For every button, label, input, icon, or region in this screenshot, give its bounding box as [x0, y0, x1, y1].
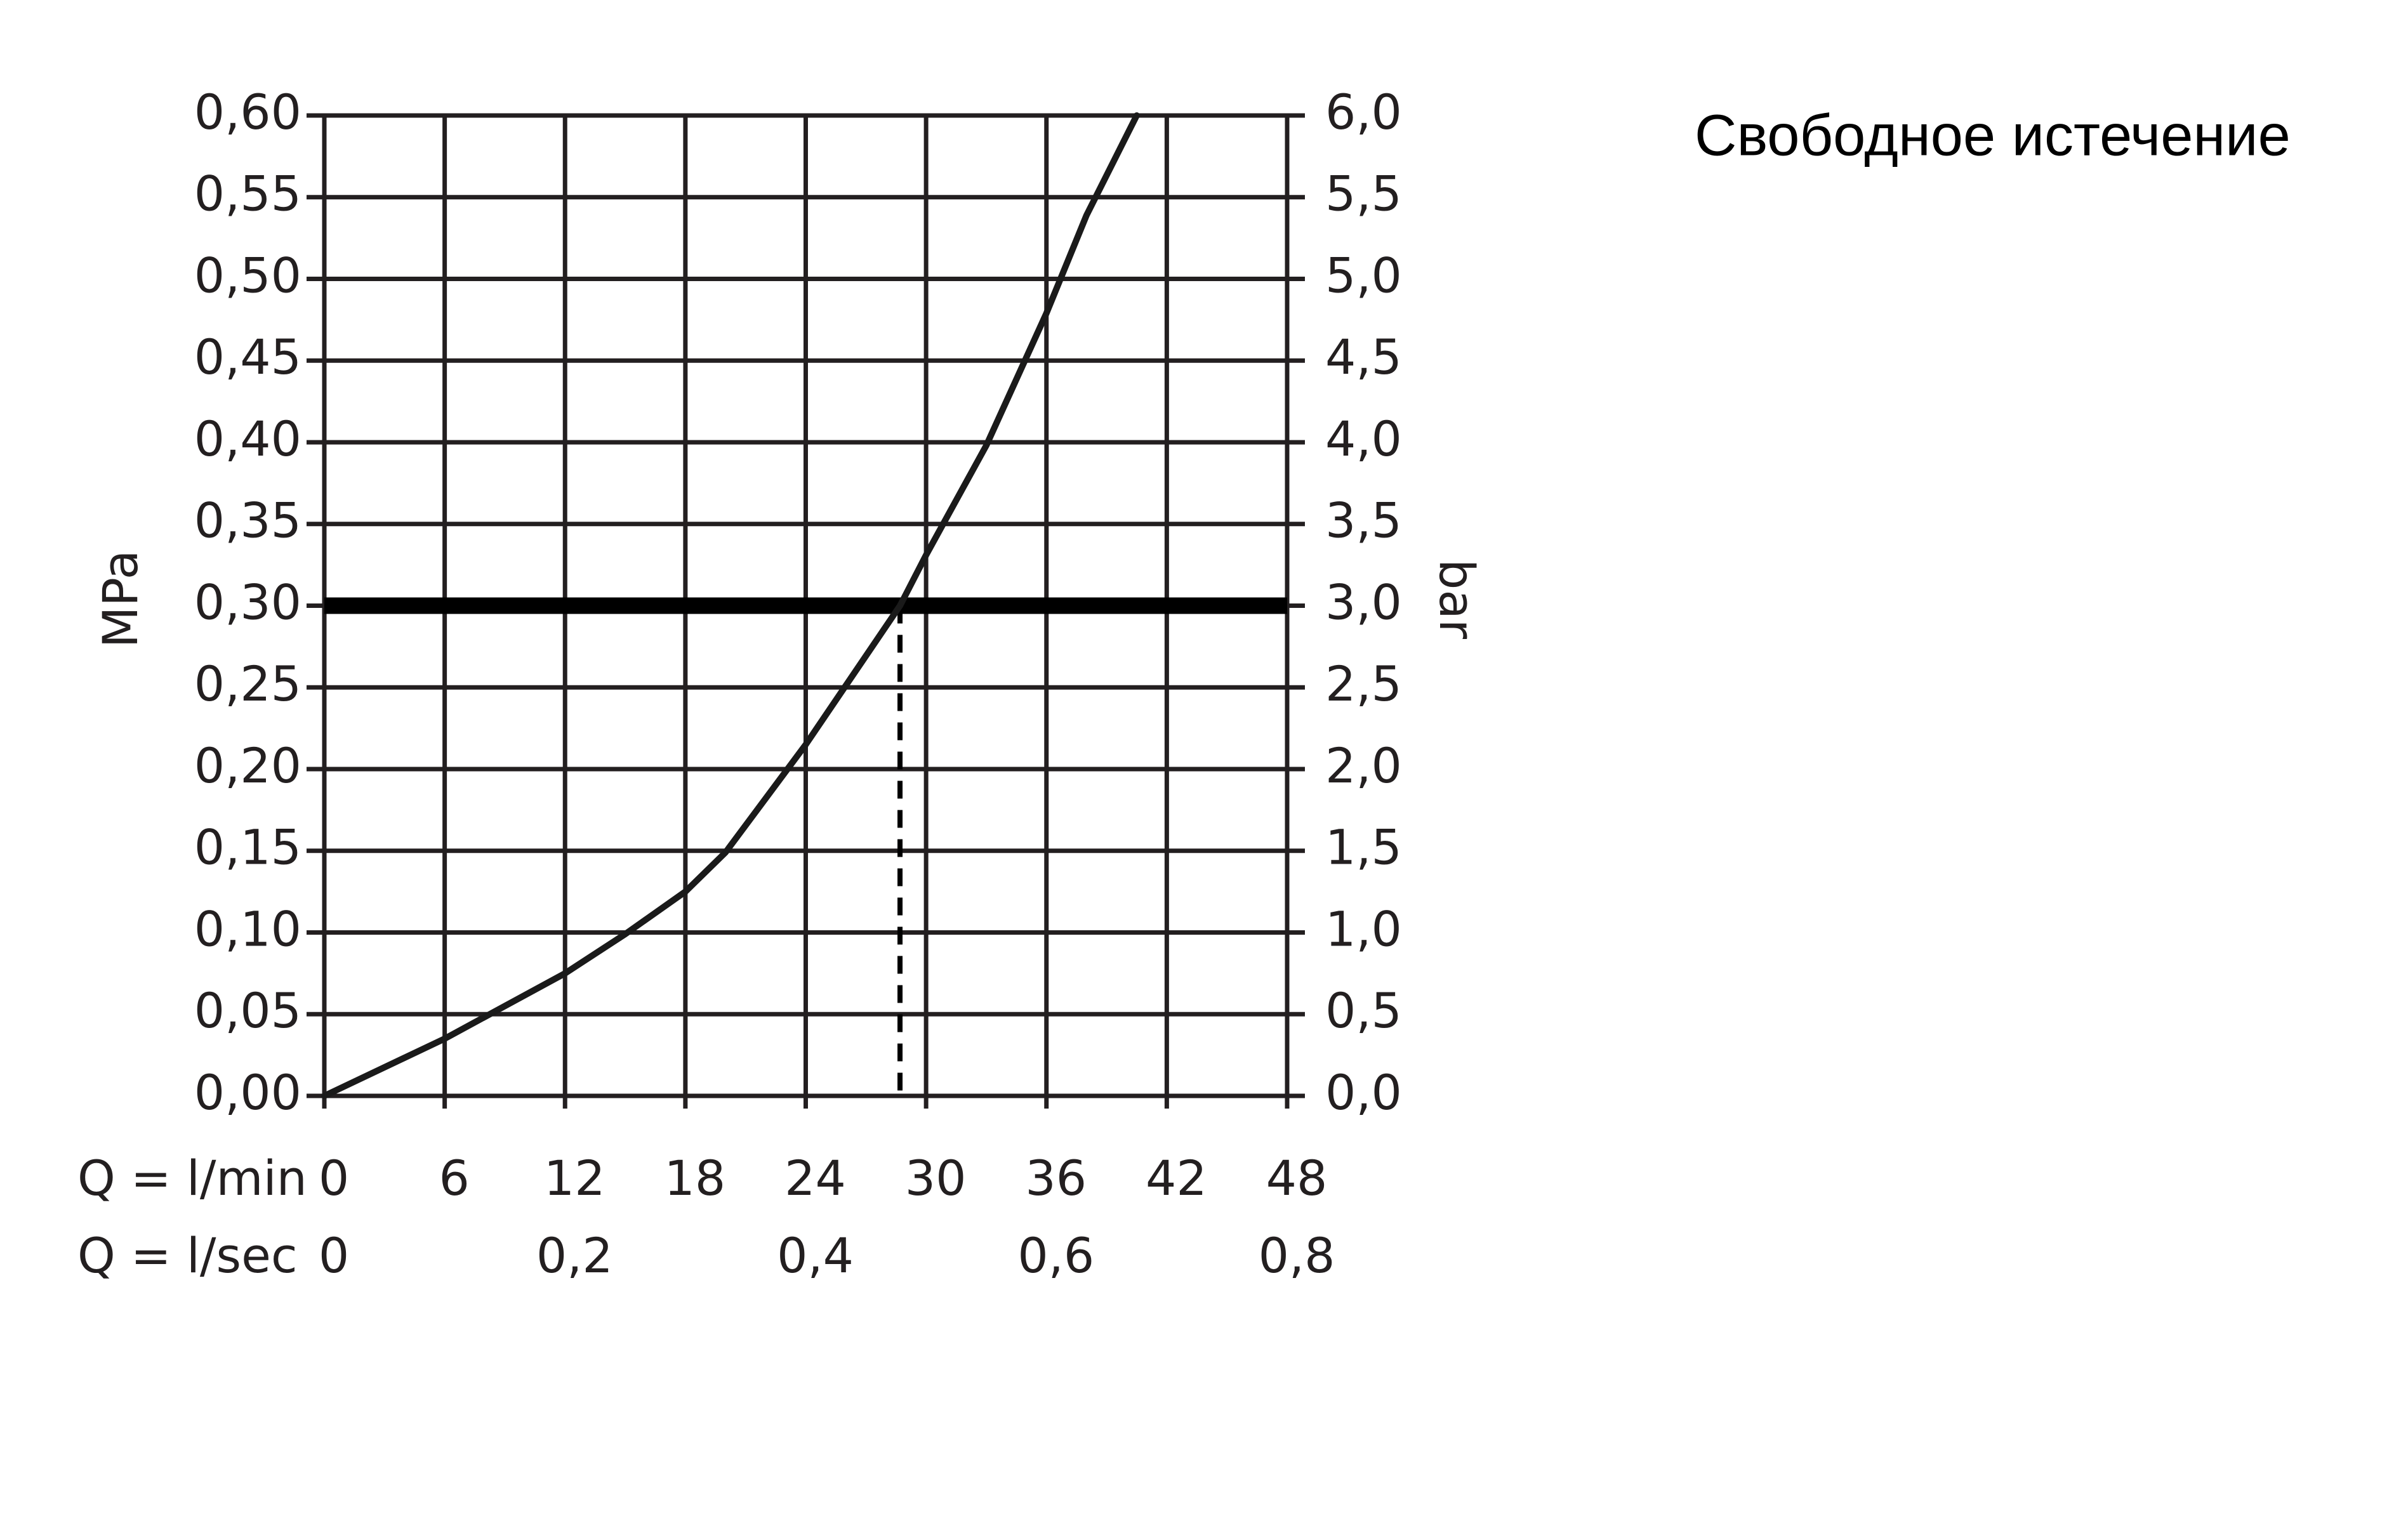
y-tick-label: 0,50: [194, 247, 301, 303]
x-tick-label: 12: [544, 1150, 605, 1206]
x2-tick-label: 0,8: [1259, 1227, 1335, 1284]
chart-title: Свободное истечение: [1695, 103, 2291, 168]
x2-tick-label: 0,4: [777, 1227, 854, 1284]
x2-tick-label: 0,6: [1017, 1227, 1094, 1284]
y-tick-label: 0,00: [194, 1064, 301, 1121]
x-tick-label: 24: [784, 1150, 846, 1206]
x-tick-label: 6: [439, 1150, 469, 1206]
y2-tick-label: 5,5: [1325, 166, 1402, 222]
y2-tick-label: 3,0: [1325, 574, 1402, 630]
y2-tick-label: 2,0: [1325, 737, 1402, 794]
y2-tick-label: 3,5: [1325, 492, 1402, 549]
y2-tick-label: 0,0: [1325, 1064, 1402, 1121]
x2-tick-label: 0: [319, 1227, 349, 1284]
x-axis-label: Q = l/min: [77, 1150, 307, 1206]
y2-tick-label: 4,5: [1325, 329, 1402, 385]
y2-tick-label: 2,5: [1325, 656, 1402, 712]
y2-tick-label: 4,0: [1325, 411, 1402, 467]
x-tick-label: 18: [665, 1150, 726, 1206]
y-tick-label: 0,05: [194, 982, 301, 1039]
x-tick-label: 48: [1266, 1150, 1328, 1206]
y2-tick-label: 1,0: [1325, 900, 1402, 957]
y-tick-label: 0,15: [194, 819, 301, 876]
x-tick-label: 0: [319, 1150, 349, 1206]
y-tick-label: 0,10: [194, 900, 301, 957]
x2-axis-label: Q = l/sec: [77, 1227, 298, 1284]
y-tick-label: 0,30: [194, 574, 301, 630]
y2-tick-label: 5,0: [1325, 247, 1402, 303]
x-tick-label: 42: [1146, 1150, 1207, 1206]
y-tick-label: 0,60: [194, 84, 301, 140]
y2-axis-label: bar: [1429, 559, 1485, 640]
y2-tick-label: 6,0: [1325, 84, 1402, 140]
x2-tick-label: 0,2: [536, 1227, 613, 1284]
y-tick-label: 0,55: [194, 166, 301, 222]
y-tick-label: 0,20: [194, 737, 301, 794]
y-tick-label: 0,25: [194, 656, 301, 712]
y-tick-label: 0,45: [194, 329, 301, 385]
y-tick-label: 0,40: [194, 411, 301, 467]
y2-tick-label: 1,5: [1325, 819, 1402, 876]
y2-tick-label: 0,5: [1325, 982, 1402, 1039]
y-axis-label: MPa: [92, 550, 149, 649]
y-tick-label: 0,35: [194, 492, 301, 549]
x-tick-label: 36: [1025, 1150, 1087, 1206]
x-tick-label: 30: [905, 1150, 967, 1206]
curve: [321, 112, 1140, 1099]
